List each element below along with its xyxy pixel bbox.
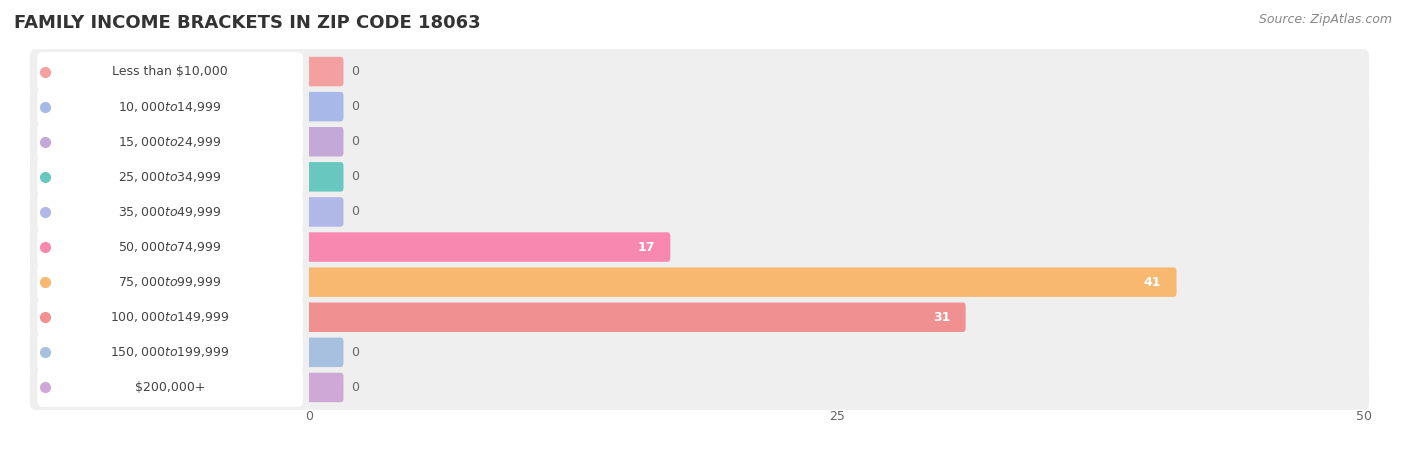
FancyBboxPatch shape	[38, 263, 304, 302]
Text: $200,000+: $200,000+	[135, 381, 205, 394]
FancyBboxPatch shape	[38, 298, 304, 337]
FancyBboxPatch shape	[38, 193, 304, 231]
Text: $50,000 to $74,999: $50,000 to $74,999	[118, 240, 222, 254]
FancyBboxPatch shape	[307, 373, 343, 402]
Text: 31: 31	[934, 311, 950, 324]
FancyBboxPatch shape	[38, 87, 304, 126]
FancyBboxPatch shape	[30, 260, 1369, 305]
FancyBboxPatch shape	[30, 189, 1369, 234]
FancyBboxPatch shape	[30, 84, 1369, 129]
FancyBboxPatch shape	[30, 365, 1369, 410]
Text: 17: 17	[638, 241, 655, 253]
FancyBboxPatch shape	[30, 330, 1369, 375]
FancyBboxPatch shape	[307, 92, 343, 122]
FancyBboxPatch shape	[38, 52, 304, 91]
Text: $25,000 to $34,999: $25,000 to $34,999	[118, 170, 222, 184]
FancyBboxPatch shape	[307, 338, 343, 367]
Text: $10,000 to $14,999: $10,000 to $14,999	[118, 99, 222, 114]
Text: Source: ZipAtlas.com: Source: ZipAtlas.com	[1258, 14, 1392, 27]
Text: 0: 0	[352, 171, 360, 183]
FancyBboxPatch shape	[30, 154, 1369, 199]
Text: 0: 0	[352, 135, 360, 148]
Text: $15,000 to $24,999: $15,000 to $24,999	[118, 135, 222, 149]
FancyBboxPatch shape	[30, 49, 1369, 94]
FancyBboxPatch shape	[307, 267, 1177, 297]
Text: 41: 41	[1144, 276, 1161, 288]
Text: FAMILY INCOME BRACKETS IN ZIP CODE 18063: FAMILY INCOME BRACKETS IN ZIP CODE 18063	[14, 14, 481, 32]
FancyBboxPatch shape	[38, 158, 304, 196]
Text: 0: 0	[352, 206, 360, 218]
Text: 0: 0	[352, 381, 360, 394]
FancyBboxPatch shape	[307, 57, 343, 86]
FancyBboxPatch shape	[30, 225, 1369, 270]
FancyBboxPatch shape	[30, 119, 1369, 164]
FancyBboxPatch shape	[307, 127, 343, 157]
FancyBboxPatch shape	[307, 197, 343, 227]
FancyBboxPatch shape	[307, 232, 671, 262]
Text: $100,000 to $149,999: $100,000 to $149,999	[111, 310, 229, 324]
Text: $35,000 to $49,999: $35,000 to $49,999	[118, 205, 222, 219]
Text: Less than $10,000: Less than $10,000	[112, 65, 228, 78]
Text: 0: 0	[352, 65, 360, 78]
FancyBboxPatch shape	[38, 122, 304, 161]
Text: 0: 0	[352, 100, 360, 113]
FancyBboxPatch shape	[30, 295, 1369, 340]
Text: $150,000 to $199,999: $150,000 to $199,999	[111, 345, 229, 360]
FancyBboxPatch shape	[38, 228, 304, 266]
FancyBboxPatch shape	[38, 368, 304, 407]
FancyBboxPatch shape	[38, 333, 304, 372]
Text: $75,000 to $99,999: $75,000 to $99,999	[118, 275, 222, 289]
FancyBboxPatch shape	[307, 162, 343, 192]
FancyBboxPatch shape	[307, 302, 966, 332]
Text: 0: 0	[352, 346, 360, 359]
